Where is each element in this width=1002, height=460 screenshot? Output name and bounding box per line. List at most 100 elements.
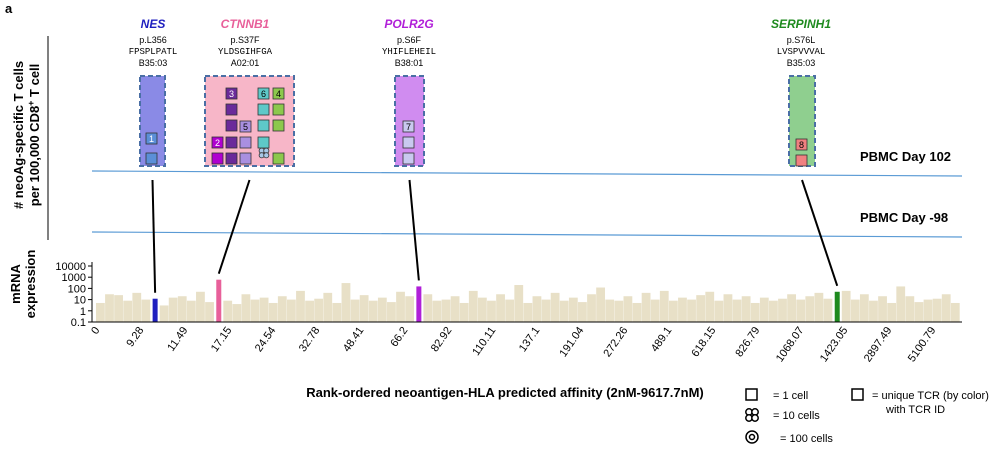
mrna-bar [878,296,887,322]
legend-one-cell: = 1 cell [773,390,808,402]
x-tick: 0 [89,325,102,337]
mrna-bar [659,290,669,322]
mrna-title-line1: mRNA [8,264,23,304]
legend-hundred-cells: = 100 cells [780,433,833,445]
mrna-bar [732,299,742,322]
mrna-bar [850,299,860,322]
mrna-bar [714,300,724,322]
mrna-bar [923,299,933,322]
panel-letter: a [5,1,13,16]
mrna-bar [687,299,696,322]
x-axis-title: Rank-ordered neoantigen-HLA predicted af… [306,385,704,400]
x-tick: 489.1 [649,325,675,354]
mrna-bar [232,304,242,322]
mrna-bar [405,296,415,322]
legend: = 1 cell = 10 cells = 100 cells = unique… [745,388,989,445]
mrna-bar [814,292,824,322]
mrna-bar [314,298,324,322]
gene-peptide: LVSPVVVAL [777,47,826,57]
tcr-id: 6 [261,89,266,99]
mrna-bar [186,300,196,322]
mrna-bar [887,302,897,322]
mrna-bar [223,300,233,322]
gene-hla: B35:03 [787,58,816,68]
mrna-bar [723,294,733,322]
tcr-cell [239,120,252,133]
connector-line [408,179,420,281]
gene-hla: A02:01 [231,58,260,68]
mrna-bar [177,296,187,322]
x-tick: 9.28 [124,325,146,349]
x-tick-label: 489.1 [649,325,675,354]
gene-mutation: p.S76L [787,35,816,45]
tcr-cell [257,103,270,116]
mrna-bar [105,294,114,322]
y-tick-label: 1 [80,306,86,318]
gene-name: NES [141,17,166,31]
tcr-cell [225,136,238,149]
pbmc-day-102-line [91,170,963,177]
mrna-bar [896,286,906,322]
mrna-bar [541,299,551,322]
mrna-bar [132,292,142,322]
mrna-bar [532,296,542,322]
mrna-bar [323,292,333,322]
mrna-bar [450,296,460,322]
mrna-bar [477,297,487,322]
mrna-bar [623,296,633,322]
tcr-cell [225,103,238,116]
mrna-bar [869,300,878,322]
mrna-bar [487,300,496,322]
mrna-bar [286,299,296,322]
mrna-bar [705,291,715,322]
legend-ten-cells: = 10 cells [773,410,820,422]
mrna-bar [205,302,214,322]
legend-unique-tcr-line2: with TCR ID [885,404,945,416]
y-axis-title-line1: # neoAg-specific T cells [11,61,26,209]
tcr-cell [211,136,224,149]
x-tick: 11.49 [165,325,190,354]
x-tick-label: 9.28 [124,325,146,349]
y-axis-title-top: # neoAg-specific T cells per 100,000 CD8… [11,61,42,209]
tcr-cell [211,152,224,165]
tcr-cell [402,120,415,133]
gene-hla: B38:01 [395,58,424,68]
mrna-bar [377,297,387,322]
mrna-bar [359,295,369,322]
mrna-bar [696,295,706,322]
mrna-bar [505,299,515,322]
y-tick-label: 0.1 [71,317,86,329]
mrna-bar [396,291,405,322]
tcr-id: 3 [229,89,234,99]
y-axis-title-line2: per 100,000 CD8+ T cell [26,64,42,207]
mrna-bar [605,299,615,322]
x-tick: 48.41 [341,325,367,354]
tcr-cell [795,154,808,167]
mrna-bar [650,299,660,322]
x-tick-label: 1423.05 [818,325,851,364]
tcr-cell [145,152,158,165]
connector-line [801,179,839,287]
x-tick: 1423.05 [818,325,851,364]
x-tick-label: 1068.07 [774,325,807,364]
mrna-bar [759,297,769,322]
mrna-bar-highlight [834,291,840,322]
hundred-cells-symbol-icon [745,430,759,444]
mrna-title-line2: expression [23,250,38,319]
x-tick: 137.1 [517,325,543,354]
tcr-cell [225,119,238,132]
ten-cells-symbol-icon [745,408,759,422]
pbmc-day-minus98-line [91,231,963,238]
x-tick-label: 2897.49 [862,325,895,364]
mrna-bar [778,298,787,322]
y-tick-label: 10 [74,295,86,307]
gene-name: CTNNB1 [221,17,270,31]
mrna-bar [96,302,105,322]
x-tick-label: 32.78 [297,325,323,354]
x-tick: 618.15 [689,325,718,359]
mrna-bars [96,279,960,322]
mrna-bar [341,283,351,322]
x-tick-label: 191.04 [557,325,586,359]
mrna-bar [296,290,305,322]
x-tick: 191.04 [557,325,586,359]
